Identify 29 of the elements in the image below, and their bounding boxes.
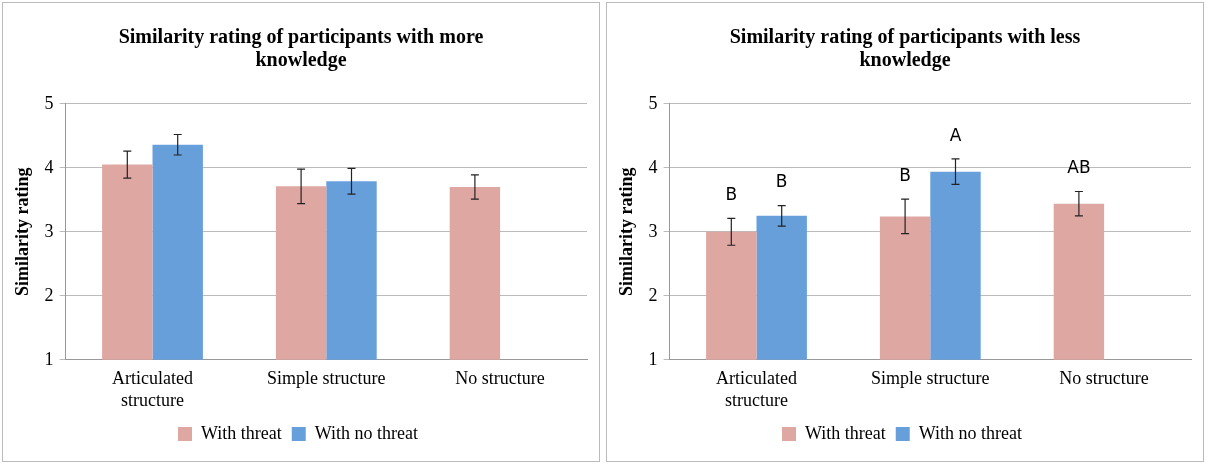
y-axis-title: Similarity rating <box>12 167 33 297</box>
legend-label: With threat <box>805 422 886 443</box>
chart-title: Similarity rating of participants with less knowledge <box>728 24 1082 73</box>
x-tick-label: No structure <box>455 368 545 389</box>
annotation: AB <box>1067 157 1091 178</box>
legend-label: With threat <box>201 422 282 443</box>
y-tick-label: 2 <box>648 284 658 305</box>
x-tick-label: Articulated structure <box>716 368 797 410</box>
annotation: B <box>899 165 911 186</box>
y-tick-label: 5 <box>648 92 658 113</box>
x-tick-label: Simple structure <box>871 368 990 389</box>
y-tick-label: 1 <box>44 348 54 369</box>
x-tick-label: Articulated structure <box>112 368 193 410</box>
legend-label: With no threat <box>314 422 418 443</box>
y-tick-label: 3 <box>44 220 54 241</box>
x-tick-label: Simple structure <box>267 368 386 389</box>
y-tick-label: 5 <box>44 92 54 113</box>
annotation: A <box>949 124 962 145</box>
annotation: B <box>775 171 788 192</box>
y-axis-title: Similarity rating <box>616 167 637 297</box>
chart-title: Similarity rating of participants with more knowledge <box>117 24 485 73</box>
y-tick-label: 4 <box>44 156 54 177</box>
legend-label: With no threat <box>918 422 1022 443</box>
y-tick-label: 4 <box>648 156 658 177</box>
y-tick-label: 2 <box>44 284 54 305</box>
y-tick-label: 1 <box>648 348 658 369</box>
annotation: B <box>725 184 738 205</box>
x-tick-label: No structure <box>1059 368 1149 389</box>
y-tick-label: 3 <box>648 220 658 241</box>
